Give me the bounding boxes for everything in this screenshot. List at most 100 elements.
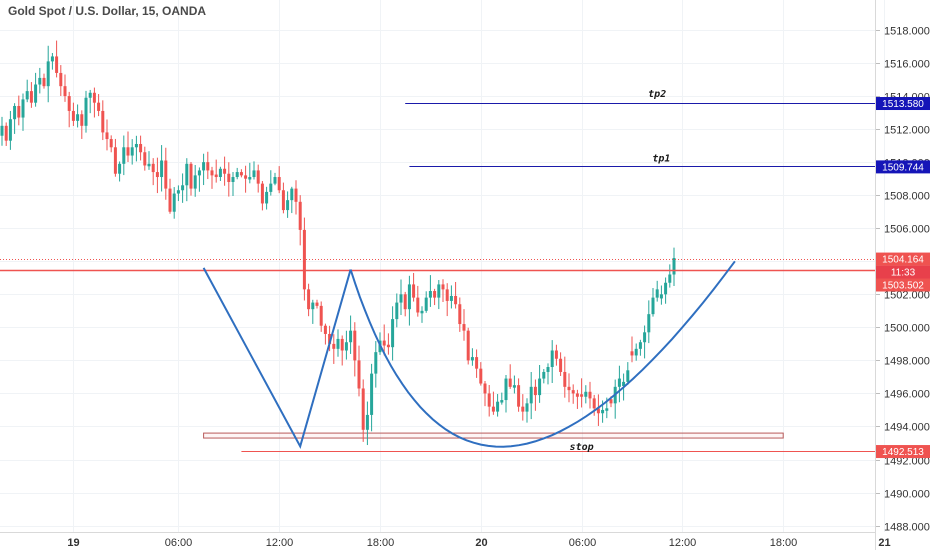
candle-body (571, 390, 575, 394)
candle-body (454, 295, 458, 305)
candle-body (8, 119, 12, 141)
candle-body (214, 174, 218, 178)
x-tick-label: 12:00 (266, 537, 294, 549)
y-tick-label: 1500.000 (884, 323, 930, 335)
candle-body (563, 371, 567, 387)
candle-body (475, 357, 479, 369)
candle-body (601, 409, 605, 414)
candle-body (638, 342, 642, 349)
candle-body (416, 297, 420, 313)
y-tick-label: 1490.000 (884, 489, 930, 501)
candle-body (512, 385, 516, 388)
candle-body (76, 114, 80, 121)
candle-body (231, 177, 235, 182)
candle-body (336, 338, 340, 349)
candle-body (227, 173, 231, 182)
candles (0, 40, 676, 446)
candle-body (134, 143, 138, 148)
x-tick-label: 19 (67, 537, 79, 549)
stop-label: stop (570, 442, 594, 453)
candle-body (244, 175, 248, 179)
x-tick-label: 06:00 (165, 537, 193, 549)
candle-body (323, 325, 327, 334)
candle-body (491, 406, 495, 412)
candle-body (517, 385, 521, 407)
candle-body (609, 399, 613, 404)
candle-body (420, 310, 424, 314)
tp1-price-badge (876, 160, 930, 174)
candle-body (554, 350, 558, 359)
candle-body (92, 92, 96, 103)
x-tick-label: 12:00 (669, 537, 697, 549)
x-tick-label: 06:00 (569, 537, 597, 549)
candle-body (105, 132, 109, 140)
candle-body (575, 393, 579, 397)
x-tick-label: 20 (475, 537, 487, 549)
candle-body (462, 324, 466, 331)
candle-body (424, 297, 428, 311)
candle-body (496, 401, 500, 412)
candle-body (458, 304, 462, 325)
candle-body (281, 190, 285, 211)
candle-body (483, 383, 487, 394)
candle-body (273, 177, 277, 184)
neckline-price-badge (876, 278, 930, 292)
candle-body (584, 391, 588, 397)
candle-body (294, 188, 298, 202)
tp2-label: tp2 (648, 89, 666, 100)
candle-body (357, 360, 361, 389)
candle-body (399, 294, 403, 303)
candle-body (298, 201, 302, 230)
x-tick-label: 18:00 (770, 537, 798, 549)
candle-body (433, 291, 437, 298)
candle-body (479, 368, 483, 384)
tp1-label: tp1 (652, 153, 670, 164)
y-tick-label: 1518.000 (884, 26, 930, 38)
candle-body (643, 332, 647, 343)
candle-body (508, 378, 512, 387)
candle-body (67, 96, 71, 111)
time-axis[interactable]: 19 06:00 12:00 18:00 20 06:00 12:00 18:00 21 (67, 537, 890, 549)
candle-body (617, 378, 621, 387)
level-lines[interactable] (0, 103, 875, 452)
candle-body (407, 284, 411, 310)
cup-curve[interactable] (349, 260, 736, 448)
candle-body (260, 183, 264, 204)
y-tick-label: 1496.000 (884, 389, 930, 401)
y-tick-label: 1502.000 (884, 290, 930, 302)
tp2-price-label: 1513.580 (882, 99, 924, 110)
candle-body (521, 406, 525, 412)
candle-body (437, 284, 441, 298)
candle-body (651, 297, 655, 315)
support-zone-rect[interactable] (203, 432, 784, 439)
candle-body (172, 193, 176, 212)
candle-body (559, 358, 563, 372)
candle-body (122, 147, 126, 164)
candle-body (374, 352, 378, 374)
candle-body (319, 305, 323, 326)
candle-body (353, 330, 357, 361)
candle-body (185, 163, 189, 186)
candle-body (109, 139, 113, 148)
candle-body (113, 147, 117, 174)
y-tick-label: 1488.000 (884, 522, 930, 534)
candle-body (403, 294, 407, 310)
candle-body (97, 102, 101, 111)
candle-body (42, 77, 46, 87)
candle-body (542, 371, 546, 379)
candle-body (311, 302, 315, 310)
tp2-price-badge (876, 97, 930, 111)
candle-body (466, 330, 470, 361)
candle-body (25, 91, 29, 100)
candle-body (176, 190, 180, 194)
current-price-badge (876, 252, 930, 266)
candle-body (332, 343, 336, 349)
v-pattern-legs[interactable] (202, 267, 352, 449)
candle-body (647, 314, 651, 333)
candle-body (143, 152, 147, 166)
candle-body (344, 342, 348, 351)
pattern-drawings[interactable] (202, 260, 736, 449)
y-tick-label: 1498.000 (884, 356, 930, 368)
